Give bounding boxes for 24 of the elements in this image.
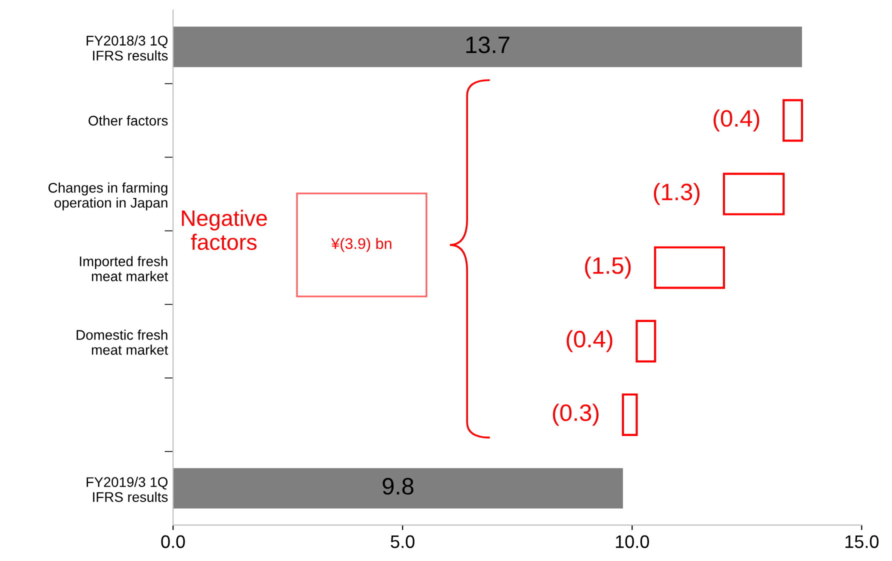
annotation: Negative factors (182, 210, 267, 250)
data-label: (1.5) (585, 256, 631, 279)
data-label: (1.3) (654, 183, 700, 206)
bar (636, 320, 656, 362)
y-tick-label: FY2018/3 1Q IFRS results (86, 35, 168, 61)
bar (722, 172, 785, 216)
data-label: 9.8 (382, 478, 414, 495)
y-tick-label: Other factors (88, 115, 168, 126)
data-label: 13.7 (466, 36, 510, 54)
bar (654, 246, 725, 289)
y-tick-label: Imported fresh meat market (80, 256, 168, 282)
y-tick-label: Changes in farming operation in Japan (48, 182, 168, 210)
x-tick-label: 15.0 (845, 535, 879, 548)
x-tick-label: 10.0 (616, 535, 649, 548)
data-label: (0.3) (552, 404, 599, 426)
data-label: (0.4) (714, 109, 760, 132)
y-tick-label: FY2019/3 1Q IFRS results (86, 476, 168, 502)
annotation: ¥(3.9) bn (331, 238, 392, 252)
y-tick-label: Domestic fresh meat market (76, 330, 168, 355)
data-label: (0.4) (566, 330, 612, 352)
bar (782, 99, 804, 142)
x-tick-label: 5.0 (390, 535, 414, 548)
x-tick-label: 0.0 (161, 535, 185, 548)
bar (622, 393, 638, 436)
